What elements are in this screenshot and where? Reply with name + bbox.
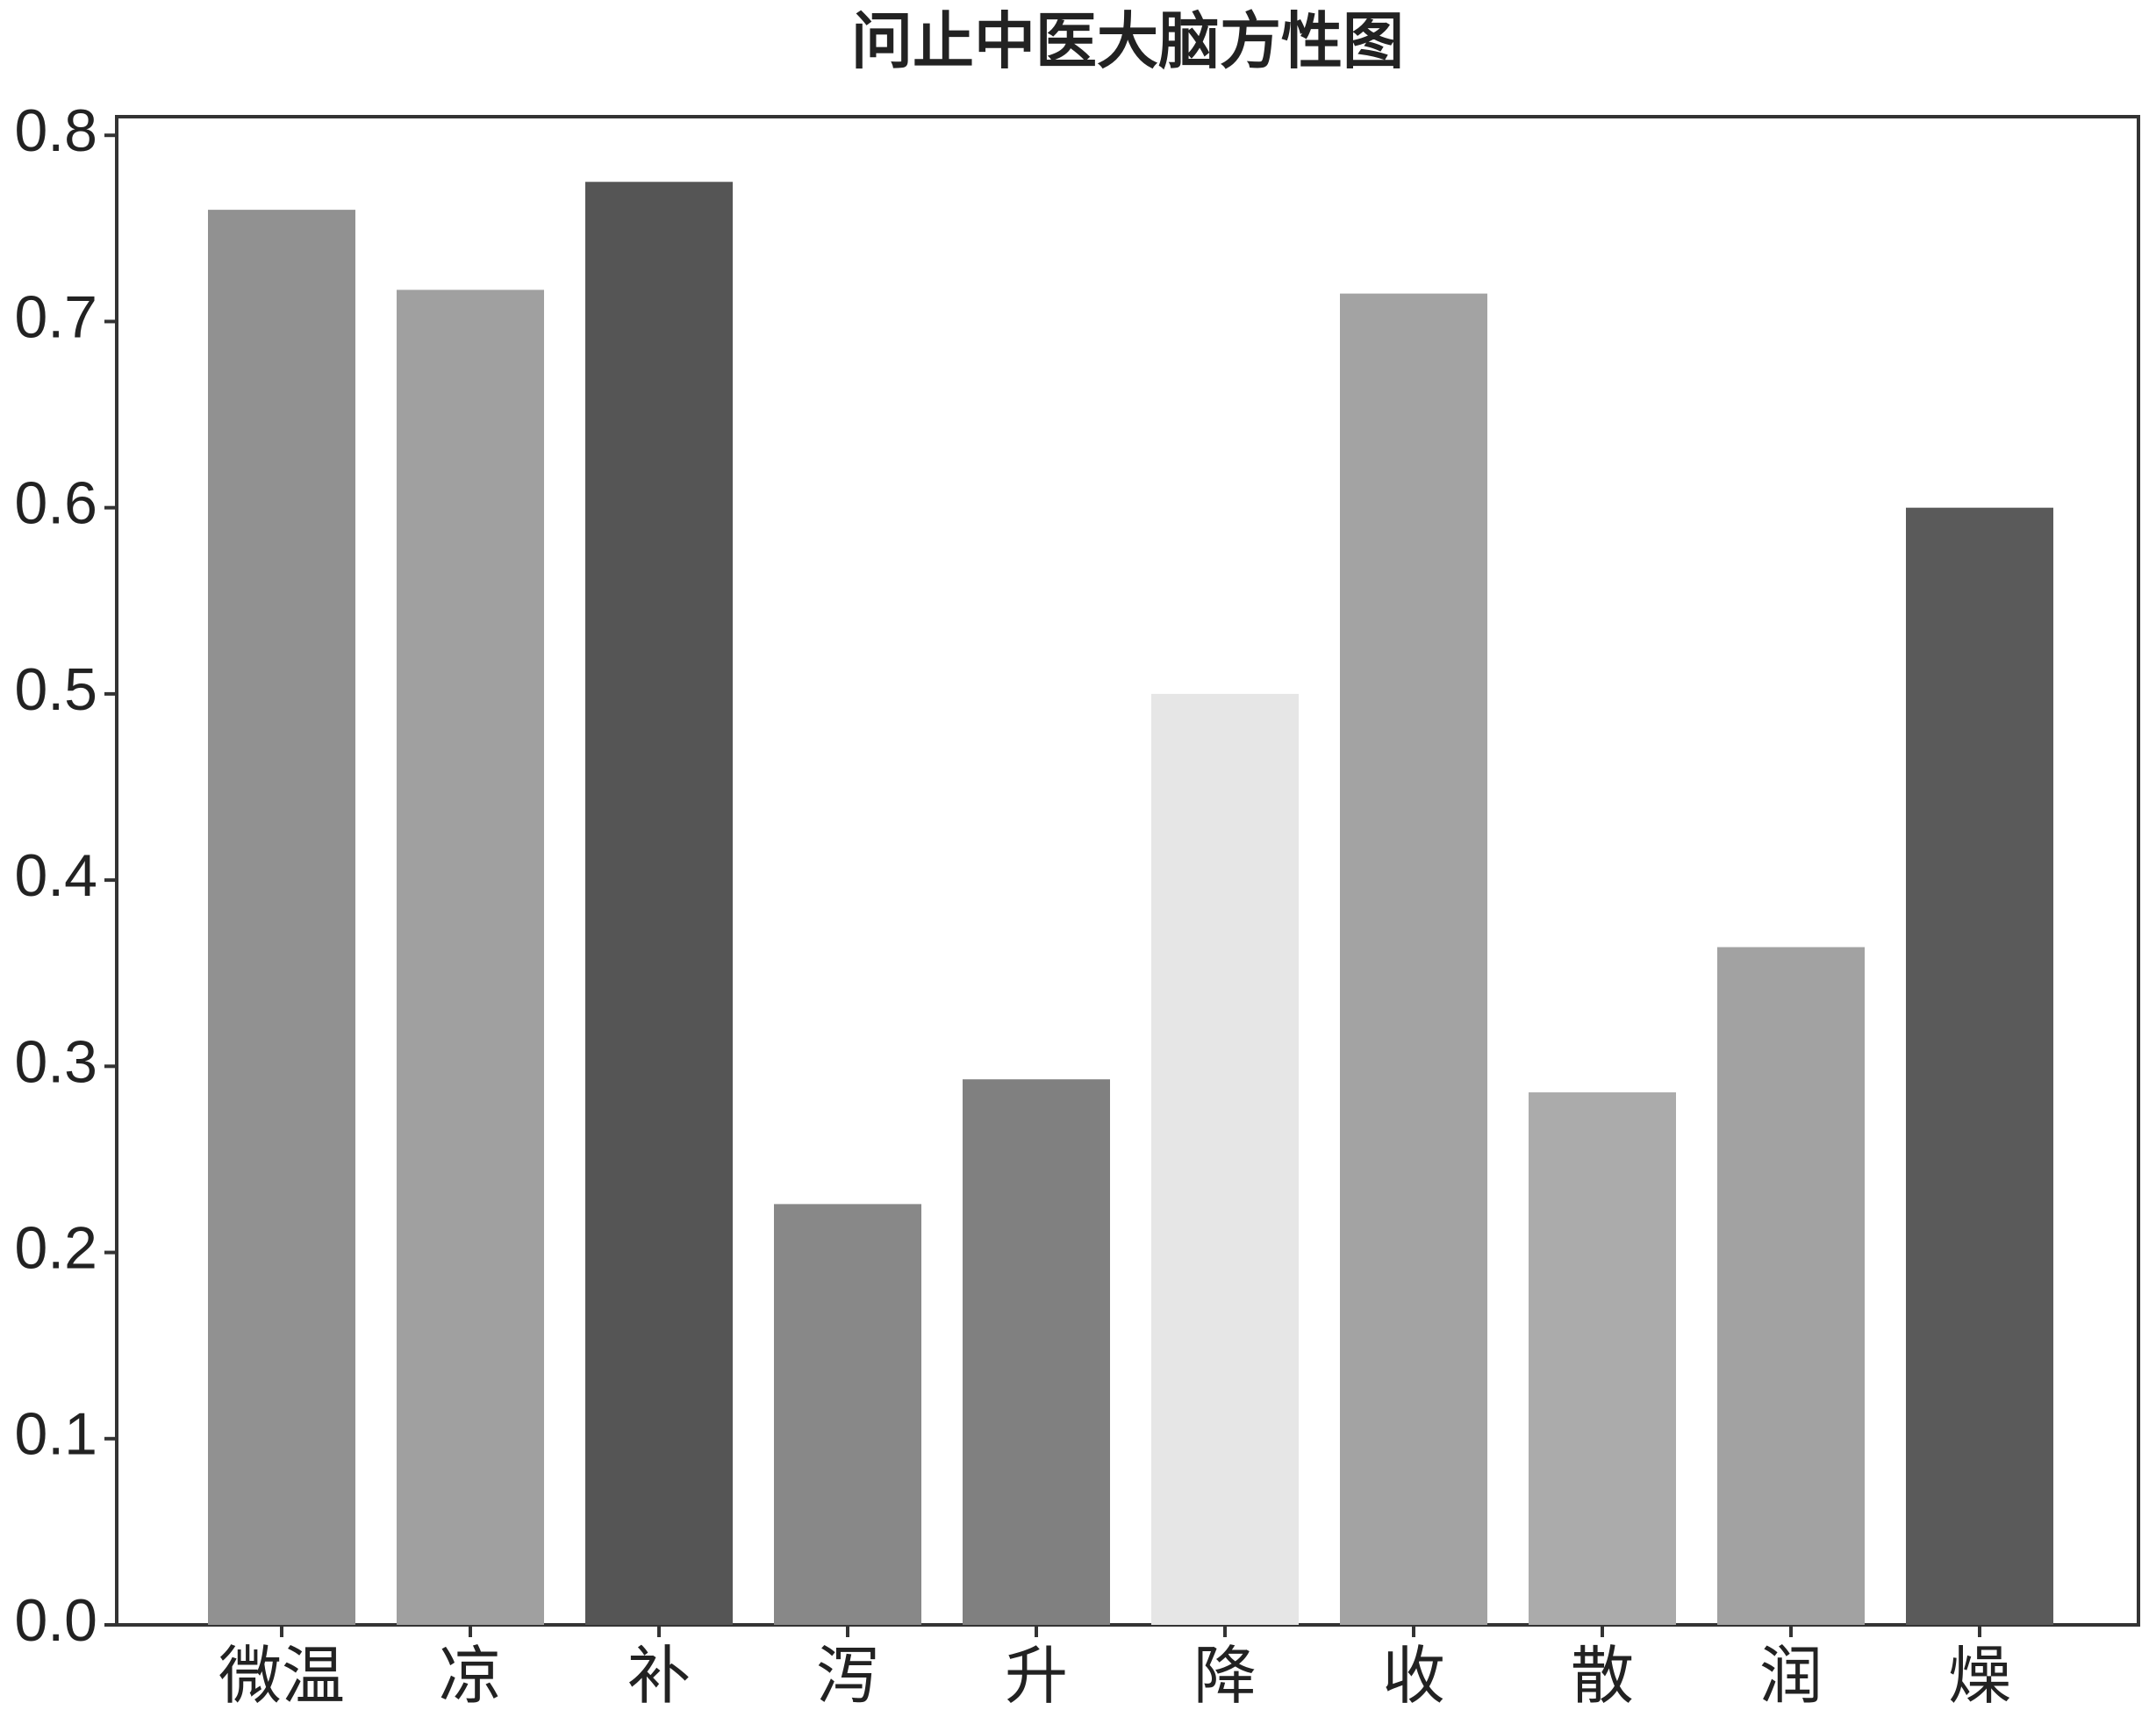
y-tick-label: 0.2 [14, 1215, 97, 1282]
x-tick-label: 收 [1382, 1642, 1445, 1712]
x-tick-label: 补 [627, 1642, 691, 1712]
y-tick-label: 0.1 [14, 1401, 97, 1468]
bar [963, 1079, 1110, 1625]
y-tick-label: 0.3 [14, 1028, 97, 1095]
bar [1906, 507, 2053, 1625]
x-tick-label: 泻 [816, 1642, 879, 1712]
x-tick-label: 降 [1193, 1642, 1257, 1712]
bar [1529, 1092, 1676, 1625]
x-tick-label: 升 [1005, 1642, 1068, 1712]
y-tick-label: 0.7 [14, 283, 97, 350]
bar [774, 1204, 921, 1625]
plot-frame [115, 115, 2140, 1627]
x-tick-label: 微温 [218, 1642, 345, 1712]
y-tick-label: 0.8 [14, 97, 97, 164]
bar [1717, 947, 1865, 1625]
bar [397, 290, 544, 1625]
bar [585, 182, 733, 1625]
y-tick-label: 0.5 [14, 656, 97, 723]
x-tick-label: 凉 [439, 1642, 502, 1712]
y-tick-label: 0.6 [14, 470, 97, 537]
x-tick-label: 燥 [1948, 1642, 2011, 1712]
x-tick-label: 润 [1759, 1642, 1823, 1712]
chart-title: 问止中医大脑方性图 [851, 8, 1404, 76]
x-tick-label: 散 [1571, 1642, 1634, 1712]
y-tick-label: 0.0 [14, 1587, 97, 1654]
y-tick-label: 0.4 [14, 842, 97, 909]
bar [1151, 693, 1299, 1625]
bar [208, 210, 355, 1626]
bar [1340, 293, 1487, 1626]
